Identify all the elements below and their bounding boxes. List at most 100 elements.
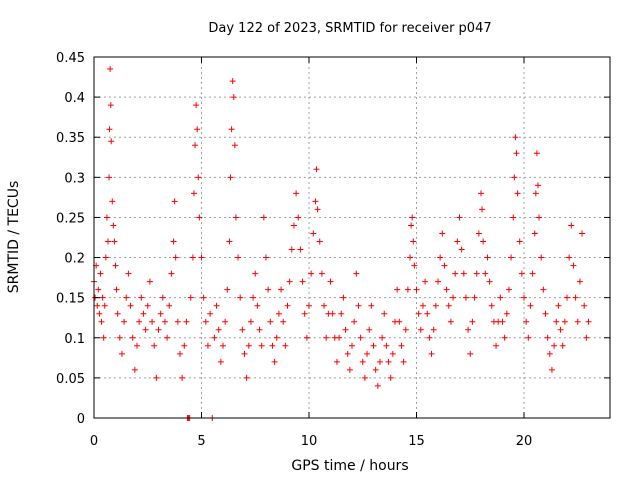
data-point bbox=[231, 142, 238, 149]
data-point bbox=[486, 278, 493, 285]
data-point bbox=[232, 214, 239, 221]
data-point bbox=[460, 270, 467, 277]
data-point bbox=[235, 254, 242, 261]
data-point bbox=[195, 174, 202, 181]
data-point bbox=[200, 294, 207, 301]
data-point bbox=[99, 294, 106, 301]
data-point bbox=[111, 238, 118, 245]
data-point bbox=[533, 150, 540, 157]
data-point bbox=[107, 102, 114, 109]
data-point bbox=[157, 310, 164, 317]
data-point bbox=[435, 278, 441, 285]
data-point bbox=[361, 374, 368, 381]
data-point bbox=[170, 238, 177, 245]
data-point bbox=[351, 318, 358, 325]
data-point bbox=[106, 174, 113, 181]
data-point bbox=[497, 294, 504, 301]
data-point bbox=[344, 350, 351, 357]
data-point bbox=[138, 294, 145, 301]
data-point bbox=[171, 198, 178, 205]
data-point bbox=[413, 286, 420, 293]
data-point bbox=[514, 190, 521, 197]
data-point bbox=[116, 334, 123, 341]
data-point bbox=[462, 294, 469, 301]
data-point bbox=[94, 302, 101, 309]
data-point bbox=[110, 222, 117, 229]
x-tick-label: 20 bbox=[516, 434, 533, 449]
data-point bbox=[254, 302, 261, 309]
data-point bbox=[561, 318, 568, 325]
data-point bbox=[241, 350, 248, 357]
data-point bbox=[531, 230, 538, 237]
data-point bbox=[226, 238, 233, 245]
data-point bbox=[394, 286, 401, 293]
data-point bbox=[381, 310, 388, 317]
data-point bbox=[258, 342, 265, 349]
data-point bbox=[123, 294, 130, 301]
data-point bbox=[303, 334, 310, 341]
data-point bbox=[96, 310, 103, 317]
data-point bbox=[525, 334, 532, 341]
data-point bbox=[544, 334, 551, 341]
data-point bbox=[314, 206, 321, 213]
data-point bbox=[357, 334, 364, 341]
data-point bbox=[452, 270, 459, 277]
data-point bbox=[140, 310, 147, 317]
data-point bbox=[410, 238, 417, 245]
data-point bbox=[308, 270, 315, 277]
data-point bbox=[355, 302, 362, 309]
data-point bbox=[245, 342, 252, 349]
y-tick-label: 0.05 bbox=[56, 372, 85, 387]
data-point bbox=[574, 318, 581, 325]
data-point bbox=[222, 318, 229, 325]
data-point bbox=[174, 318, 181, 325]
data-point bbox=[353, 270, 360, 277]
data-point bbox=[129, 334, 136, 341]
y-tick-label: 0.25 bbox=[56, 211, 85, 226]
x-tick-labels: 0 5 10 15 20 bbox=[90, 434, 532, 449]
data-point bbox=[310, 230, 317, 237]
data-point bbox=[432, 302, 439, 309]
data-point bbox=[570, 262, 577, 269]
data-point bbox=[290, 222, 297, 229]
data-point bbox=[364, 350, 371, 357]
data-point bbox=[278, 286, 285, 293]
data-point bbox=[529, 270, 536, 277]
data-point bbox=[286, 278, 293, 285]
data-point bbox=[284, 302, 291, 309]
y-tick-label: 0 bbox=[77, 412, 85, 427]
data-point bbox=[407, 254, 414, 261]
data-point bbox=[419, 302, 426, 309]
data-point bbox=[323, 334, 330, 341]
data-point bbox=[370, 342, 377, 349]
data-point bbox=[295, 214, 302, 221]
data-point bbox=[368, 302, 375, 309]
data-point bbox=[299, 278, 306, 285]
data-point bbox=[108, 138, 115, 145]
data-point bbox=[473, 270, 480, 277]
data-point bbox=[95, 286, 102, 293]
data-point bbox=[329, 310, 336, 317]
data-point bbox=[252, 270, 259, 277]
data-point bbox=[478, 190, 484, 197]
data-point bbox=[224, 286, 231, 293]
data-point bbox=[505, 286, 512, 293]
data-point bbox=[125, 270, 132, 277]
data-point bbox=[155, 326, 162, 333]
data-point bbox=[301, 310, 308, 317]
data-point bbox=[112, 262, 119, 269]
data-point bbox=[187, 294, 194, 301]
data-point bbox=[250, 294, 257, 301]
data-point bbox=[456, 214, 463, 221]
data-point bbox=[454, 238, 461, 245]
data-point bbox=[113, 286, 120, 293]
data-point bbox=[179, 374, 186, 381]
data-point bbox=[269, 342, 276, 349]
data-point bbox=[503, 310, 510, 317]
data-point bbox=[424, 310, 431, 317]
data-point bbox=[265, 286, 272, 293]
data-point bbox=[306, 302, 312, 309]
data-point bbox=[102, 254, 109, 261]
data-point bbox=[189, 254, 196, 261]
data-point bbox=[422, 278, 429, 285]
